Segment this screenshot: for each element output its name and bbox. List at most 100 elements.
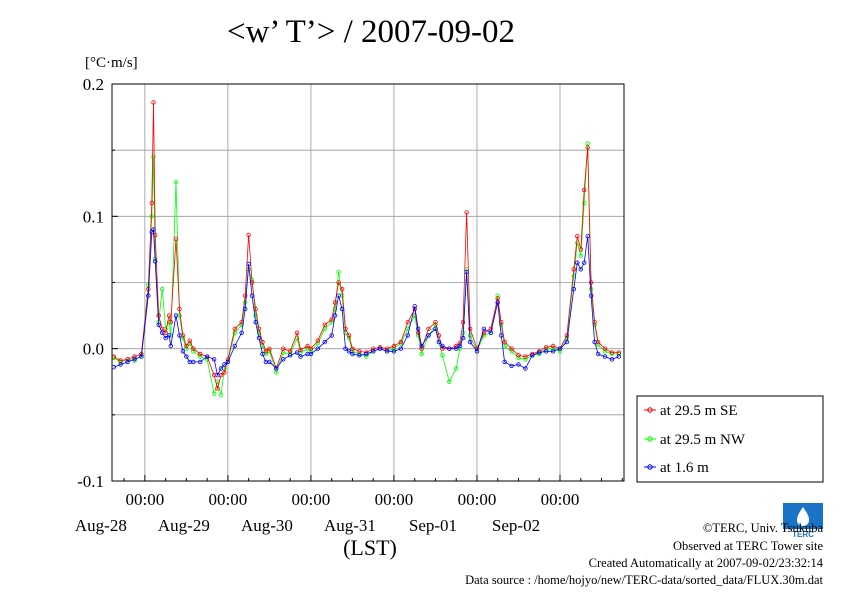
data-point	[550, 343, 556, 349]
data-point	[502, 359, 507, 365]
grid-lines	[112, 84, 624, 481]
data-point	[218, 392, 224, 398]
data-point	[454, 366, 459, 371]
data-point	[564, 339, 570, 345]
data-point	[263, 349, 269, 354]
x-tick-date-label: Aug-28	[75, 516, 127, 535]
data-point	[180, 349, 186, 354]
data-point	[433, 320, 438, 325]
series-group	[111, 141, 621, 398]
data-point	[530, 353, 535, 358]
data-point	[350, 351, 355, 357]
data-point	[149, 200, 154, 206]
data-point	[332, 300, 338, 305]
data-point	[298, 354, 303, 359]
data-point	[308, 351, 314, 357]
data-point	[191, 349, 196, 354]
data-point	[308, 349, 314, 354]
data-point	[215, 386, 220, 391]
x-tick-time-label: 00:00	[292, 490, 331, 509]
x-tick-date-label: Aug-29	[158, 516, 210, 535]
data-point	[391, 349, 397, 354]
data-point	[440, 343, 445, 349]
data-point	[523, 366, 528, 371]
data-point	[125, 357, 130, 362]
data-point	[509, 363, 514, 369]
data-point	[168, 343, 173, 349]
legend-marker-se	[647, 407, 653, 413]
legend-label-nw: at 29.5 m NW	[660, 432, 746, 448]
data-point	[460, 335, 466, 341]
data-point	[246, 261, 251, 267]
y-tick-label: 0.0	[83, 340, 104, 359]
data-point	[197, 359, 203, 365]
series-group	[111, 100, 621, 391]
y-axis-ticks: -0.1 0.0 0.1 0.2	[77, 75, 118, 491]
data-point	[125, 359, 130, 365]
data-point	[436, 339, 442, 345]
data-point	[346, 333, 352, 338]
data-point	[371, 346, 376, 351]
data-point	[460, 320, 466, 325]
series-group	[111, 227, 621, 378]
created-text: Created Automatically at 2007-09-02/23:3…	[588, 556, 823, 570]
data-point	[232, 330, 237, 335]
data-point	[315, 338, 320, 343]
data-point	[371, 349, 376, 354]
data-point	[184, 346, 189, 351]
data-point	[457, 343, 462, 349]
x-tick-time-label: 00:00	[125, 490, 164, 509]
data-point	[550, 346, 556, 351]
chart-title: <w’ T’> / 2007-09-02	[226, 14, 516, 50]
data-point	[454, 346, 459, 351]
copyright-text: ©TERC, Univ. Tsukuba	[702, 521, 823, 535]
data-point	[595, 351, 601, 357]
data-point	[215, 372, 220, 378]
x-tick-time-label: 00:00	[209, 490, 248, 509]
data-point	[419, 346, 424, 351]
data-point	[391, 343, 397, 349]
data-point	[412, 304, 417, 309]
data-point	[571, 267, 576, 272]
data-point	[575, 233, 580, 239]
data-point	[173, 179, 179, 185]
data-point	[557, 346, 563, 351]
y-tick-label: 0.1	[83, 207, 104, 226]
data-point	[537, 350, 542, 355]
data-point	[168, 320, 173, 325]
data-point	[151, 100, 156, 105]
x-tick-date-label: Aug-30	[241, 516, 293, 535]
data-point	[339, 306, 345, 312]
data-point	[433, 326, 438, 331]
data-point	[343, 346, 348, 351]
data-point	[163, 335, 168, 341]
data-point	[156, 322, 161, 327]
x-axis-ticks: 00:00 Aug-28 00:00 Aug-29 00:00 Aug-30 00:00 Au…	[75, 475, 623, 535]
data-point	[242, 293, 248, 298]
terc-logo-text: TERC	[792, 530, 814, 539]
data-point	[288, 353, 293, 358]
data-point	[173, 313, 179, 318]
data-point	[197, 354, 203, 359]
data-point	[253, 313, 258, 318]
data-point	[339, 286, 345, 292]
data-point	[419, 351, 424, 357]
data-point	[585, 233, 590, 239]
data-point	[218, 366, 224, 371]
data-point	[132, 354, 137, 359]
data-point	[267, 359, 272, 365]
legend: at 29.5 m SE at 29.5 m NW at 1.6 m	[636, 395, 824, 483]
data-point	[391, 346, 397, 351]
data-point	[350, 346, 355, 351]
data-point	[159, 330, 165, 335]
series-line	[113, 228, 619, 377]
legend-marker-1-6m	[647, 464, 653, 470]
data-point	[419, 343, 424, 349]
data-point	[481, 330, 487, 335]
data-point	[464, 210, 469, 215]
data-point	[281, 346, 286, 351]
data-point	[315, 346, 320, 351]
x-tick-time-label: 00:00	[458, 490, 497, 509]
terc-logo-icon: TERC	[783, 503, 823, 539]
data-point	[256, 335, 262, 341]
